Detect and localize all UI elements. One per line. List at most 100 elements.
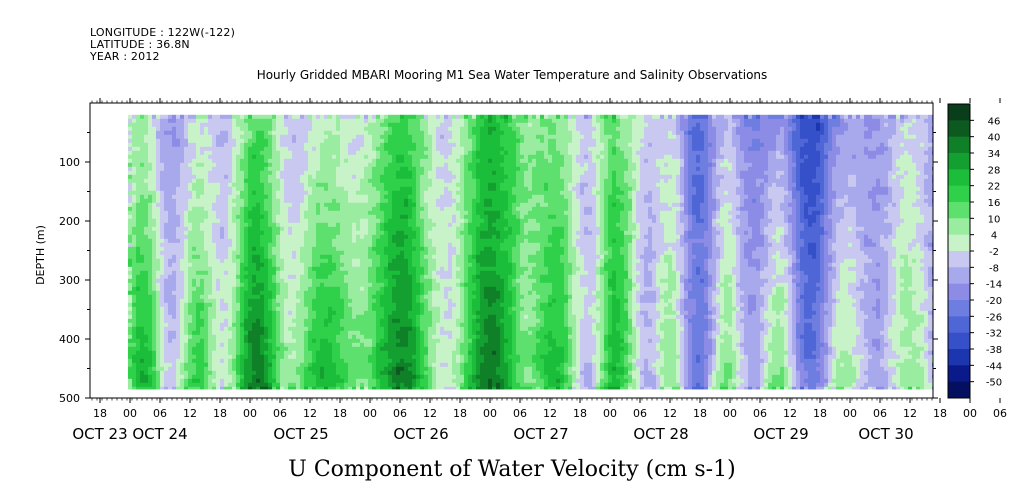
field-cell xyxy=(480,178,485,184)
field-cell xyxy=(920,118,925,124)
field-cell xyxy=(132,170,137,176)
field-cell xyxy=(880,178,885,184)
field-cell xyxy=(680,182,685,188)
field-cell xyxy=(492,206,497,212)
field-cell xyxy=(784,150,789,156)
field-cell xyxy=(392,150,397,156)
field-cell xyxy=(620,202,625,208)
field-cell xyxy=(668,130,673,136)
field-cell xyxy=(520,202,525,208)
field-cell xyxy=(636,190,641,196)
field-cell xyxy=(844,190,849,196)
field-cell xyxy=(364,118,369,124)
field-cell xyxy=(492,142,497,148)
field-cell xyxy=(532,198,537,204)
field-cell xyxy=(636,206,641,212)
field-cell xyxy=(412,170,417,176)
field-cell xyxy=(808,170,813,176)
field-cell xyxy=(348,178,353,184)
field-cell xyxy=(640,130,645,136)
field-cell xyxy=(196,126,201,132)
field-cell xyxy=(708,198,713,204)
field-cell xyxy=(392,210,397,216)
field-cell xyxy=(488,182,493,188)
field-cell xyxy=(568,210,573,216)
field-cell xyxy=(584,150,589,156)
field-cell xyxy=(464,158,469,164)
field-cell xyxy=(804,138,809,144)
field-cell xyxy=(304,134,309,140)
field-cell xyxy=(608,198,613,204)
field-cell xyxy=(872,182,877,188)
field-cell xyxy=(316,130,321,136)
field-cell xyxy=(712,134,717,140)
field-cell xyxy=(860,178,865,184)
field-cell xyxy=(660,210,665,216)
field-cell xyxy=(548,162,553,168)
field-cell xyxy=(684,158,689,164)
field-cell xyxy=(192,170,197,176)
field-cell xyxy=(480,170,485,176)
field-cell xyxy=(136,146,141,152)
field-cell xyxy=(416,126,421,132)
field-cell xyxy=(588,202,593,208)
field-cell xyxy=(540,206,545,212)
field-cell xyxy=(788,118,793,124)
field-cell xyxy=(140,142,145,148)
field-cell xyxy=(736,174,741,180)
field-cell xyxy=(768,142,773,148)
field-cell xyxy=(848,146,853,152)
field-cell xyxy=(324,166,329,172)
field-cell xyxy=(400,138,405,144)
field-cell xyxy=(720,150,725,156)
field-cell xyxy=(696,202,701,208)
field-cell xyxy=(720,206,725,212)
field-cell xyxy=(564,138,569,144)
field-cell xyxy=(336,118,341,124)
field-cell xyxy=(268,162,273,168)
field-cell xyxy=(520,166,525,172)
field-cell xyxy=(500,166,505,172)
field-cell xyxy=(352,166,357,172)
field-cell xyxy=(556,138,561,144)
field-cell xyxy=(636,126,641,132)
field-cell xyxy=(804,178,809,184)
field-cell xyxy=(872,190,877,196)
field-cell xyxy=(136,126,141,132)
field-cell xyxy=(652,174,657,180)
field-cell xyxy=(572,166,577,172)
field-cell xyxy=(772,202,777,208)
field-cell xyxy=(472,202,477,208)
field-cell xyxy=(776,122,781,128)
field-cell xyxy=(860,190,865,196)
field-cell xyxy=(724,150,729,156)
field-cell xyxy=(728,122,733,128)
field-cell xyxy=(228,126,233,132)
field-cell xyxy=(492,134,497,140)
field-cell xyxy=(364,130,369,136)
field-cell xyxy=(516,182,521,188)
field-cell xyxy=(584,210,589,216)
field-cell xyxy=(776,130,781,136)
field-cell xyxy=(616,126,621,132)
field-cell xyxy=(448,150,453,156)
field-cell xyxy=(544,174,549,180)
field-cell xyxy=(928,142,933,148)
field-cell xyxy=(856,118,861,124)
field-cell xyxy=(588,198,593,204)
field-cell xyxy=(484,170,489,176)
field-cell xyxy=(632,130,637,136)
field-cell xyxy=(852,158,857,164)
field-cell xyxy=(876,198,881,204)
field-cell xyxy=(360,114,365,120)
field-cell xyxy=(500,130,505,136)
field-cell xyxy=(452,154,457,160)
field-cell xyxy=(412,202,417,208)
field-cell xyxy=(768,182,773,188)
field-cell xyxy=(468,154,473,160)
field-cell xyxy=(716,130,721,136)
field-cell xyxy=(500,190,505,196)
field-cell xyxy=(704,142,709,148)
field-cell xyxy=(480,134,485,140)
field-cell xyxy=(552,114,557,120)
